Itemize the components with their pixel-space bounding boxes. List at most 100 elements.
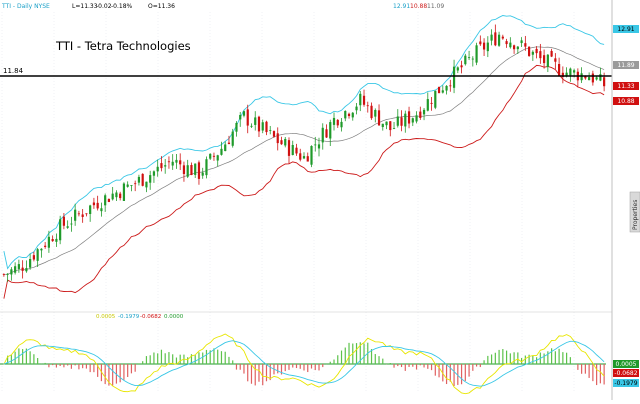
upper-band-tag [613, 25, 639, 33]
candle-body [351, 112, 354, 118]
candle-body [336, 119, 339, 126]
osc-macd-tag-label: 0.0005 [616, 361, 637, 368]
candle-body [584, 76, 587, 79]
candle-body [599, 74, 602, 81]
candle-body [400, 117, 403, 126]
candle-body [490, 34, 493, 41]
candle-body [51, 238, 54, 242]
bollinger-lower-line [3, 64, 605, 299]
properties-side-tab[interactable] [629, 191, 640, 233]
candle-body [220, 148, 223, 155]
candle-body [550, 50, 553, 57]
candle-body [167, 161, 171, 163]
candle-body [104, 195, 107, 206]
candle-body [486, 42, 489, 52]
candle-body [475, 45, 478, 63]
osc-legend-signal: -0.1979 [118, 314, 140, 320]
upper-band-tag-label: 12.91 [617, 26, 634, 33]
candle-body [276, 133, 279, 144]
oscillator-panel [0, 333, 606, 395]
candle-body [156, 166, 159, 172]
bollinger-upper-line [3, 15, 605, 270]
osc-hist-tag [613, 369, 639, 377]
header-symbol: TTI - Daily NYSE [1, 3, 50, 10]
header-upper-band: 12.91 [393, 3, 410, 10]
candle-body [122, 183, 126, 201]
candle-body [441, 90, 444, 93]
osc-signal-tag-label: -0.1979 [614, 380, 637, 387]
candle-body [212, 155, 216, 157]
candle-body [374, 109, 377, 117]
candle-body [299, 153, 302, 160]
candle-body [59, 219, 62, 241]
candle-body [554, 58, 557, 62]
candle-body [291, 144, 294, 155]
lower-band-tag [613, 97, 639, 105]
candle-body [115, 192, 118, 198]
candle-body [62, 216, 66, 226]
candle-body [603, 77, 606, 87]
candle-body [32, 255, 35, 260]
candle-body [456, 67, 459, 71]
candle-body [524, 43, 527, 47]
candle-body [321, 127, 324, 143]
chart-title: TTI - Tetra Technologies [55, 39, 191, 53]
candle-body [542, 55, 546, 64]
candle-body [501, 36, 504, 39]
candle-body [591, 73, 594, 83]
candle-body [107, 198, 111, 202]
candle-body [92, 202, 96, 206]
candle-body [89, 205, 92, 215]
candle-body [47, 236, 50, 248]
candle-body [325, 129, 328, 138]
candle-body [426, 99, 429, 111]
candle-body [415, 115, 418, 122]
candle-body [573, 70, 576, 73]
candle-body [362, 95, 366, 105]
candle-body [430, 102, 433, 104]
candle-body [449, 85, 452, 87]
close-price-tag-label: 11.33 [617, 83, 634, 90]
candle-body [460, 65, 463, 68]
osc-signal-tag [613, 379, 639, 387]
candle-body [269, 130, 272, 131]
candle-body [152, 171, 156, 176]
candle-body [595, 77, 598, 80]
candle-body [434, 90, 437, 108]
candle-body [558, 64, 561, 76]
candle-body [85, 213, 88, 215]
candle-body [482, 42, 486, 50]
properties-tab-label: Properties [632, 200, 639, 230]
candle-body [344, 110, 347, 119]
header-change: -0.02 [96, 3, 112, 10]
candle-body [17, 264, 20, 269]
lower-band-tag-label: 10.88 [617, 98, 634, 105]
osc-legend-macd: 0.0005 [96, 314, 116, 320]
candle-body [347, 113, 351, 117]
candle-body [561, 72, 564, 77]
candle-body [317, 144, 321, 149]
candle-body [254, 117, 257, 125]
header-lower-band: 10.88 [410, 3, 427, 10]
reference-line-label: 11.84 [3, 67, 24, 75]
candle-body [100, 208, 103, 212]
candle-body [329, 122, 332, 139]
candle-body [340, 121, 343, 128]
candle-body [539, 51, 542, 59]
candle-body [179, 160, 182, 165]
candlesticks [2, 24, 606, 282]
candle-body [437, 86, 441, 94]
candle-body [149, 175, 152, 183]
candle-body [164, 165, 167, 167]
candle-body [182, 165, 186, 174]
candle-body [111, 193, 114, 200]
candle-body [250, 125, 253, 127]
candle-body [531, 51, 534, 55]
candle-body [505, 41, 508, 45]
candle-body [512, 45, 516, 50]
candle-body [96, 202, 99, 209]
header-last: L=11.33 [72, 3, 98, 10]
candle-body [74, 209, 77, 221]
candle-body [25, 267, 28, 272]
candle-body [467, 57, 471, 59]
